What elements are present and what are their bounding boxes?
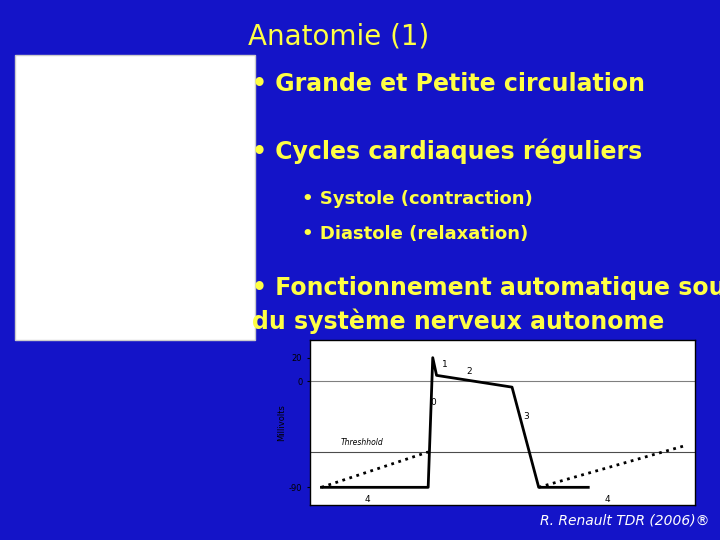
Text: Anatomie (1): Anatomie (1) bbox=[248, 22, 429, 50]
Text: 2: 2 bbox=[467, 367, 472, 376]
Text: R. Renault TDR (2006)®: R. Renault TDR (2006)® bbox=[541, 514, 710, 528]
Text: 4: 4 bbox=[364, 495, 370, 504]
Text: • Cycles cardiaques réguliers: • Cycles cardiaques réguliers bbox=[252, 138, 642, 164]
Text: 0: 0 bbox=[430, 398, 436, 407]
Y-axis label: Millivolts: Millivolts bbox=[277, 404, 286, 441]
Text: • Systole (contraction): • Systole (contraction) bbox=[302, 190, 533, 208]
Text: 3: 3 bbox=[523, 412, 529, 421]
Text: 4: 4 bbox=[605, 495, 610, 504]
Text: • Grande et Petite circulation: • Grande et Petite circulation bbox=[252, 72, 645, 96]
Text: du système nerveux autonome: du système nerveux autonome bbox=[252, 308, 665, 334]
Text: • Diastole (relaxation): • Diastole (relaxation) bbox=[302, 225, 528, 243]
Text: • Fonctionnement automatique sous contrôle: • Fonctionnement automatique sous contrô… bbox=[252, 275, 720, 300]
Text: Threshhold: Threshhold bbox=[341, 438, 383, 447]
Bar bbox=[15, 55, 255, 340]
Text: 1: 1 bbox=[441, 360, 447, 369]
